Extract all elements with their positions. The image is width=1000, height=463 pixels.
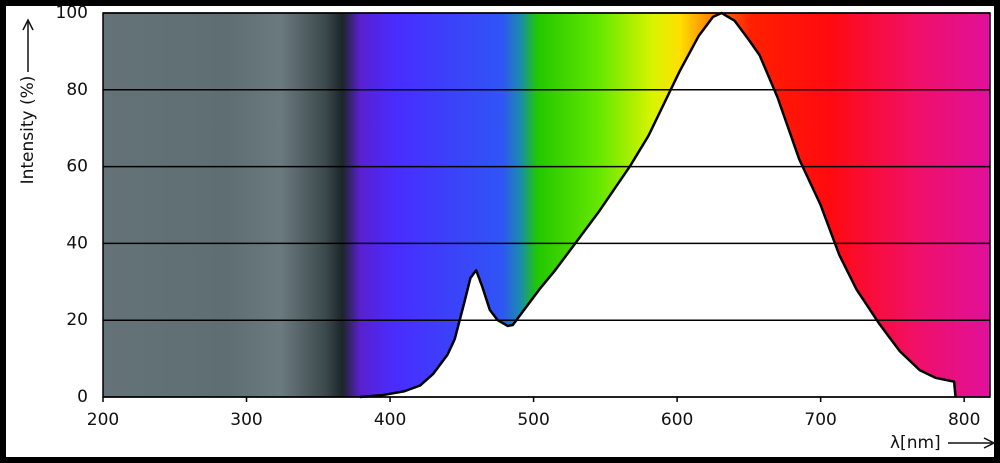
y-tick-label: 20 — [66, 310, 88, 330]
plot-frame — [102, 12, 991, 398]
x-arrow-head — [983, 437, 996, 449]
y-axis-label: Intensity (%) — [18, 76, 38, 185]
x-tick-label: 400 — [374, 410, 406, 430]
x-tick-label: 500 — [517, 410, 549, 430]
area-fill — [359, 13, 956, 397]
x-tick-label: 300 — [230, 410, 262, 430]
x-tick-label: 600 — [661, 410, 693, 430]
x-tick-label: 800 — [948, 410, 980, 430]
y-tick-label: 0 — [77, 387, 88, 407]
y-tick-label: 40 — [66, 233, 88, 253]
y-tick-label: 80 — [66, 80, 88, 100]
y-tick-label: 60 — [66, 157, 88, 177]
x-tick-label: 200 — [87, 410, 119, 430]
y-arrow-head — [22, 18, 34, 31]
y-tick-label: 100 — [56, 3, 88, 23]
x-tick-label: 700 — [804, 410, 836, 430]
x-axis-label: λ[nm] — [890, 433, 941, 453]
